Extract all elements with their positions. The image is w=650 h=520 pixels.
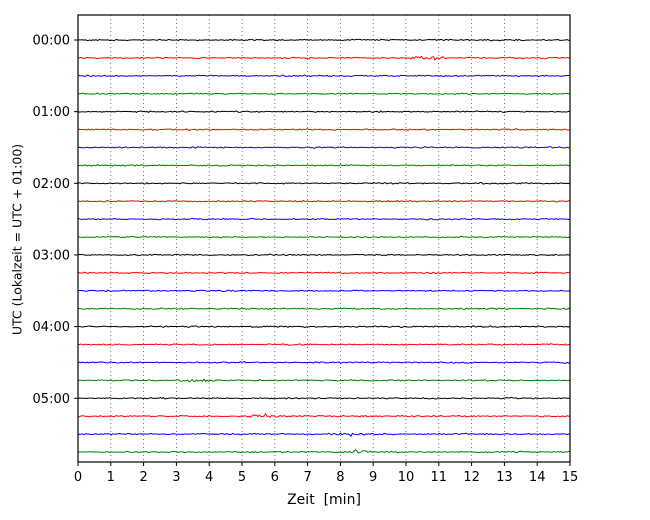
trace-0430 xyxy=(77,360,571,364)
x-tick-label: 12 xyxy=(463,470,480,485)
trace-0515 xyxy=(77,413,571,418)
x-tick-label: 9 xyxy=(369,470,377,485)
y-axis-label: UTC (Lokalzeit = UTC + 01:00) xyxy=(9,143,25,336)
trace-0530 xyxy=(77,432,571,437)
trace-0415 xyxy=(77,343,571,346)
trace-0315 xyxy=(77,271,571,275)
y-tick-label: 01:00 xyxy=(33,105,70,120)
trace-0030 xyxy=(77,74,571,78)
plot-background xyxy=(78,15,570,462)
x-tick-label: 7 xyxy=(303,470,311,485)
trace-0000 xyxy=(77,38,571,42)
x-tick-label: 5 xyxy=(238,470,246,485)
y-tick-label: 05:00 xyxy=(33,392,70,407)
x-tick-label: 1 xyxy=(107,470,115,485)
x-tick-label: 15 xyxy=(562,470,579,485)
x-tick-label: 8 xyxy=(336,470,344,485)
x-tick-label: 14 xyxy=(529,470,546,485)
trace-0400 xyxy=(77,325,571,328)
trace-0145 xyxy=(77,164,571,167)
trace-0545 xyxy=(77,449,571,454)
x-tick-label: 13 xyxy=(496,470,513,485)
y-tick-label: 02:00 xyxy=(33,177,70,192)
x-tick-label: 2 xyxy=(139,470,147,485)
trace-0445 xyxy=(77,378,571,383)
trace-0345 xyxy=(77,307,571,311)
trace-0100 xyxy=(77,110,571,113)
x-tick-label: 3 xyxy=(172,470,180,485)
trace-0230 xyxy=(77,217,571,221)
trace-0015 xyxy=(77,55,571,61)
x-tick-label: 11 xyxy=(431,470,448,485)
plot-border xyxy=(77,14,571,463)
x-tick-label: 0 xyxy=(74,470,82,485)
trace-0500 xyxy=(77,396,571,400)
y-tick-label: 03:00 xyxy=(33,248,70,263)
trace-0245 xyxy=(77,235,571,239)
trace-0130 xyxy=(77,146,571,149)
y-tick-label: 04:00 xyxy=(33,320,70,335)
trace-0115 xyxy=(77,128,571,132)
x-axis-label: Zeit [min] xyxy=(287,492,361,508)
trace-0200 xyxy=(77,181,571,185)
y-tick-label: 00:00 xyxy=(33,34,70,49)
trace-0300 xyxy=(77,253,571,257)
x-tick-label: 6 xyxy=(271,470,279,485)
x-tick-label: 4 xyxy=(205,470,213,485)
x-tick-label: 10 xyxy=(398,470,415,485)
trace-0045 xyxy=(77,92,571,96)
trace-0215 xyxy=(77,199,571,203)
trace-0330 xyxy=(77,289,571,293)
